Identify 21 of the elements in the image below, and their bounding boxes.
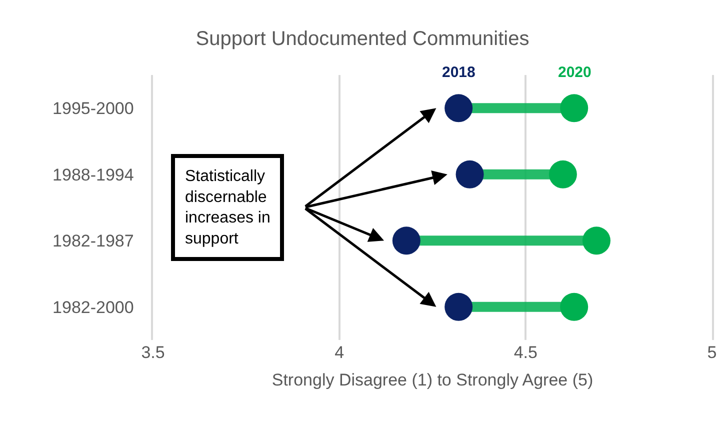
x-tick-label: 3.5	[141, 343, 165, 362]
x-tick-label: 4	[334, 343, 344, 362]
x-tick-label: 5	[707, 343, 717, 362]
series-label: 2020	[558, 64, 592, 81]
point	[392, 226, 420, 255]
point	[560, 292, 588, 321]
annotation: Statistically discernable increases in support	[185, 168, 270, 248]
y-tick-label: 1982-2000	[52, 298, 134, 317]
series-label: 2018	[442, 64, 476, 81]
point	[444, 94, 473, 122]
point	[582, 226, 610, 255]
x-tick-label: 4.5	[514, 343, 538, 362]
y-tick-label: 1995-2000	[52, 99, 134, 118]
x-axis-title: Strongly Disagree (1) to Strongly Agree (5)	[272, 370, 594, 390]
point	[444, 292, 473, 321]
chart-title: Support Undocumented Communities	[196, 28, 530, 50]
point	[548, 160, 577, 188]
y-tick-label: 1982-1987	[52, 232, 134, 251]
point	[560, 94, 588, 122]
point	[456, 160, 484, 188]
y-tick-label: 1988-1994	[52, 165, 134, 184]
